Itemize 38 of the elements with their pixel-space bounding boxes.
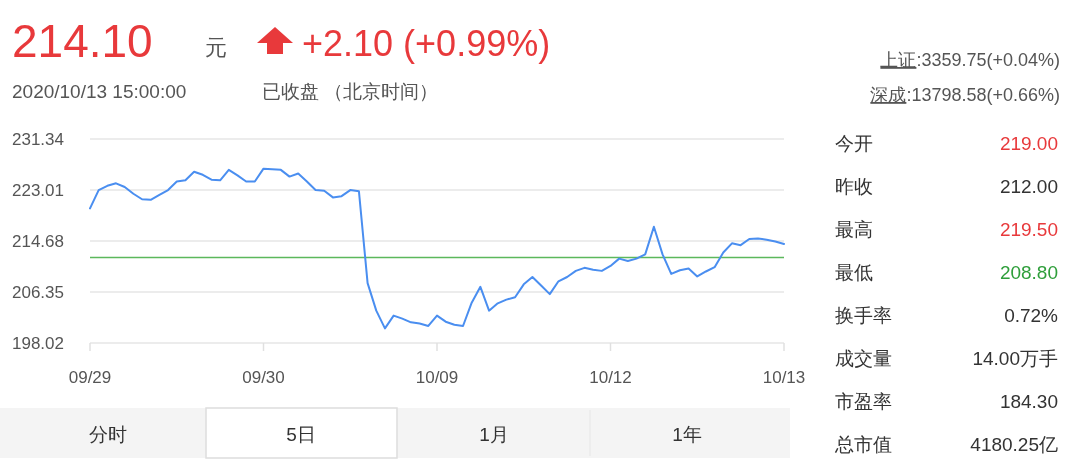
text: 上证:3359.75(+0.04%): [880, 50, 1060, 70]
text: 5日: [286, 424, 316, 445]
text: 208.80: [999, 262, 1058, 283]
x-tick-label: 10/09: [415, 368, 459, 387]
text: 换手率: [835, 305, 892, 326]
text: 219.00: [999, 133, 1058, 154]
text: 14.00万手: [972, 348, 1058, 369]
chart-title: 214.10: [12, 15, 153, 67]
text: 已收盘 （北京时间）: [262, 81, 439, 102]
x-tick-label: 09/29: [68, 368, 112, 387]
text: 4180.25亿: [970, 434, 1058, 455]
x-tick-label: 10/12: [589, 368, 632, 387]
text: 最高: [835, 219, 873, 240]
text: 0.72%: [1004, 305, 1059, 326]
y-tick-label: 214.68: [12, 232, 64, 251]
text: 今开: [835, 133, 873, 154]
x-tick-label: 10/13: [762, 368, 806, 387]
text: 总市值: [834, 434, 892, 455]
text: 1年: [672, 424, 702, 445]
text: 2020/10/13 15:00:00: [12, 81, 187, 102]
text: 成交量: [835, 348, 892, 369]
text: 219.50: [999, 219, 1058, 240]
x-tick-label: 09/30: [242, 368, 285, 387]
text: 184.30: [999, 391, 1058, 412]
text: 1月: [479, 424, 509, 445]
y-tick-label: 223.01: [12, 181, 64, 200]
y-tick-label: 206.35: [12, 283, 64, 302]
text: 分时: [89, 424, 127, 445]
text: 深成:13798.58(+0.66%): [870, 85, 1060, 105]
y-tick-label: 198.02: [12, 334, 64, 353]
text: +2.10 (+0.99%): [302, 23, 551, 64]
y-tick-label: 231.34: [12, 130, 64, 149]
text: 昨收: [835, 176, 873, 197]
text: 212.00: [999, 176, 1058, 197]
text: 元: [205, 35, 227, 60]
text: 最低: [835, 262, 873, 283]
line-series: [89, 167, 785, 330]
text: 市盈率: [835, 391, 892, 412]
